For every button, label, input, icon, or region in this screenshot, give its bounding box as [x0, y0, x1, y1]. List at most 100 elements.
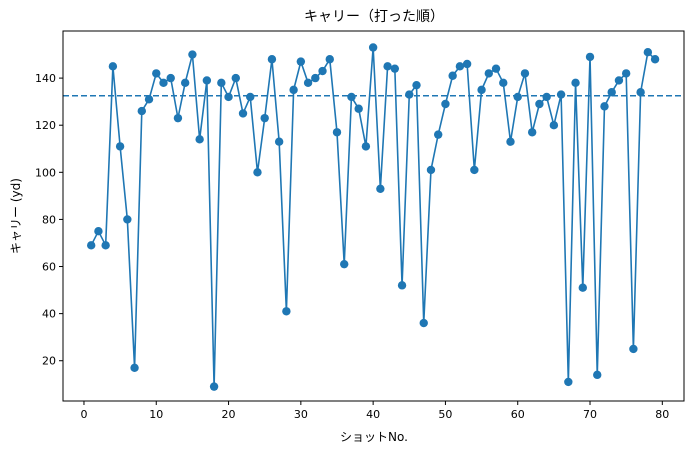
- data-point: [506, 137, 515, 146]
- data-point: [636, 88, 645, 97]
- data-point: [564, 377, 573, 387]
- y-tick-label: 20: [42, 355, 56, 368]
- data-point: [549, 121, 559, 130]
- data-point: [253, 168, 262, 177]
- data-point: [499, 78, 508, 88]
- data-point: [296, 57, 306, 66]
- data-point: [246, 92, 255, 102]
- data-point: [354, 104, 363, 113]
- data-point: [412, 80, 421, 90]
- x-tick-label: 20: [222, 408, 236, 421]
- data-point: [361, 142, 371, 151]
- data-point: [462, 59, 472, 69]
- data-point: [434, 130, 443, 139]
- data-point: [188, 50, 197, 59]
- data-point: [419, 318, 428, 328]
- data-point: [101, 241, 110, 250]
- x-tick-label: 50: [438, 408, 452, 421]
- data-point: [383, 62, 392, 71]
- data-point: [556, 90, 566, 99]
- y-tick-label: 40: [42, 308, 56, 321]
- axes: 0 10 20 30 40 50 60 70 80 20 40 60 80 100 120 140: [35, 72, 669, 421]
- plot-area: [63, 43, 684, 391]
- x-axis-label: ショットNo.: [340, 430, 408, 444]
- data-point: [376, 184, 385, 193]
- data-point: [173, 113, 183, 123]
- data-point: [311, 73, 320, 83]
- data-point: [484, 69, 494, 78]
- data-point: [115, 142, 125, 151]
- x-tick-label: 10: [149, 408, 163, 421]
- data-point: [260, 113, 269, 123]
- x-tick-label: 0: [80, 408, 87, 421]
- chart-title: キャリー（打った順）: [304, 8, 444, 25]
- data-point: [202, 76, 212, 85]
- data-point: [491, 64, 501, 73]
- data-point: [195, 135, 204, 144]
- data-point: [607, 88, 616, 97]
- data-point: [397, 281, 407, 290]
- data-point: [455, 62, 465, 71]
- data-point: [643, 47, 653, 57]
- data-point: [180, 78, 190, 88]
- data-point: [166, 73, 175, 83]
- data-point: [513, 92, 522, 102]
- data-point: [578, 283, 587, 292]
- data-point: [123, 215, 132, 224]
- data-point: [621, 69, 631, 78]
- data-point: [347, 92, 356, 102]
- data-point: [209, 382, 219, 391]
- data-point: [542, 92, 551, 102]
- data-point: [325, 55, 334, 64]
- data-point: [405, 90, 414, 99]
- data-point: [426, 165, 436, 175]
- data-point: [527, 128, 537, 137]
- y-tick-label: 140: [35, 72, 56, 85]
- data-point: [94, 226, 103, 236]
- data-point: [520, 69, 530, 78]
- data-point: [144, 95, 154, 104]
- data-point: [477, 85, 486, 95]
- data-point: [159, 78, 168, 88]
- data-point: [629, 344, 638, 354]
- data-point: [571, 78, 580, 88]
- y-tick-label: 100: [35, 166, 56, 179]
- data-point: [231, 73, 240, 83]
- data-point: [318, 66, 327, 76]
- data-point: [650, 55, 660, 64]
- y-tick-label: 120: [35, 119, 56, 132]
- data-point: [390, 64, 400, 73]
- data-point: [130, 363, 139, 372]
- data-point: [108, 62, 118, 71]
- data-point: [238, 109, 248, 118]
- data-point: [267, 55, 277, 64]
- y-axis-label: キャリー (yd): [9, 178, 23, 254]
- data-point: [470, 165, 479, 175]
- series-line: [90, 46, 656, 388]
- data-point: [448, 71, 457, 80]
- y-tick-label: 60: [42, 261, 56, 274]
- data-point: [224, 92, 233, 102]
- data-point: [340, 259, 349, 269]
- x-tick-label: 60: [511, 408, 525, 421]
- data-point: [332, 128, 342, 137]
- data-point: [585, 52, 595, 62]
- x-tick-label: 30: [294, 408, 308, 421]
- data-point: [441, 99, 450, 109]
- data-point: [137, 106, 146, 116]
- data-point: [217, 78, 226, 88]
- data-point: [274, 137, 284, 146]
- data-point: [535, 99, 544, 109]
- data-point: [303, 78, 313, 88]
- x-tick-label: 70: [583, 408, 597, 421]
- data-point: [152, 69, 161, 78]
- data-point: [289, 85, 298, 95]
- data-point: [593, 370, 602, 380]
- data-point: [614, 76, 624, 85]
- x-tick-label: 80: [655, 408, 669, 421]
- data-point: [368, 43, 378, 52]
- x-tick-label: 40: [366, 408, 380, 421]
- y-tick-label: 80: [42, 213, 56, 226]
- data-point: [600, 102, 609, 111]
